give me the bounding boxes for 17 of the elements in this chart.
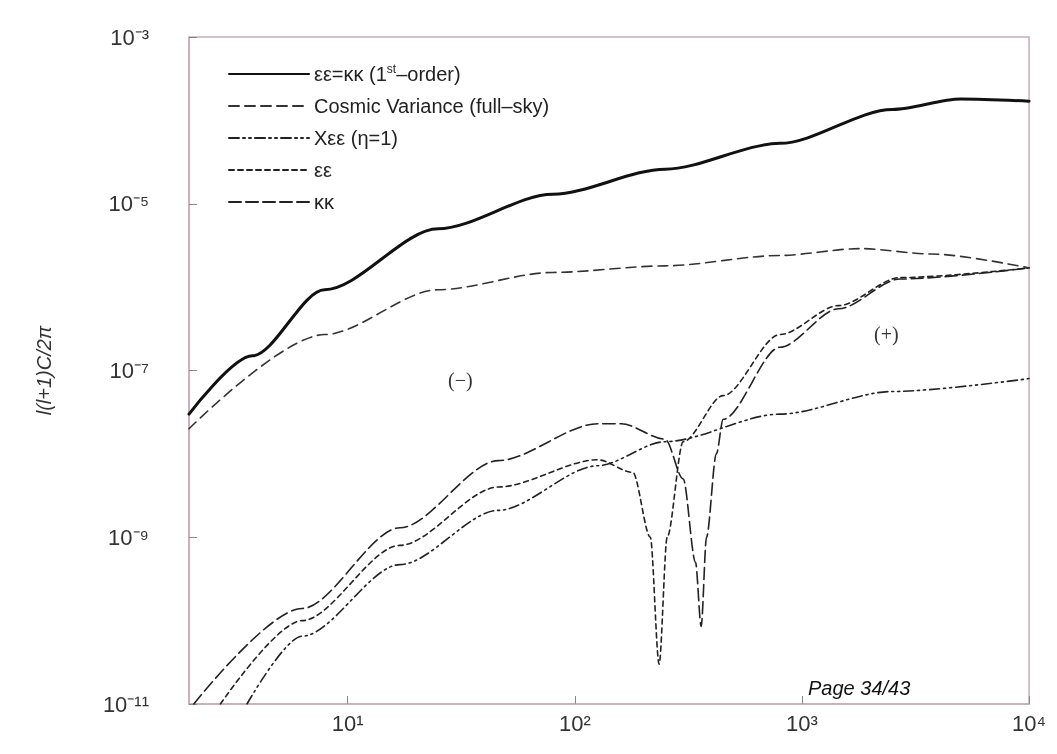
y-tick-label: 10⁻¹¹ bbox=[102, 691, 149, 717]
y-tick-label: 10⁻³ bbox=[110, 24, 149, 50]
x-tick-label: 10² bbox=[558, 710, 591, 736]
legend-label: εε bbox=[314, 159, 332, 181]
x-tick-label: 10⁴ bbox=[1012, 710, 1047, 736]
annotation: Page 34/43 bbox=[808, 677, 911, 699]
y-tick-label: 10⁻⁷ bbox=[109, 358, 150, 383]
legend-label: κκ bbox=[314, 191, 335, 213]
annotation: (+) bbox=[874, 323, 899, 346]
y-tick-label: 10⁻⁹ bbox=[108, 524, 149, 550]
y-tick-label: 10⁻⁵ bbox=[108, 191, 149, 217]
annotation: (−) bbox=[448, 369, 473, 392]
y-axis-title: l(l+1)C/2π bbox=[33, 325, 55, 416]
legend-label: Xεε (η=1) bbox=[314, 127, 398, 149]
x-tick-label: 10³ bbox=[786, 710, 818, 736]
x-tick-label: 10¹ bbox=[331, 710, 364, 736]
legend-label: Cosmic Variance (full–sky) bbox=[314, 95, 550, 117]
